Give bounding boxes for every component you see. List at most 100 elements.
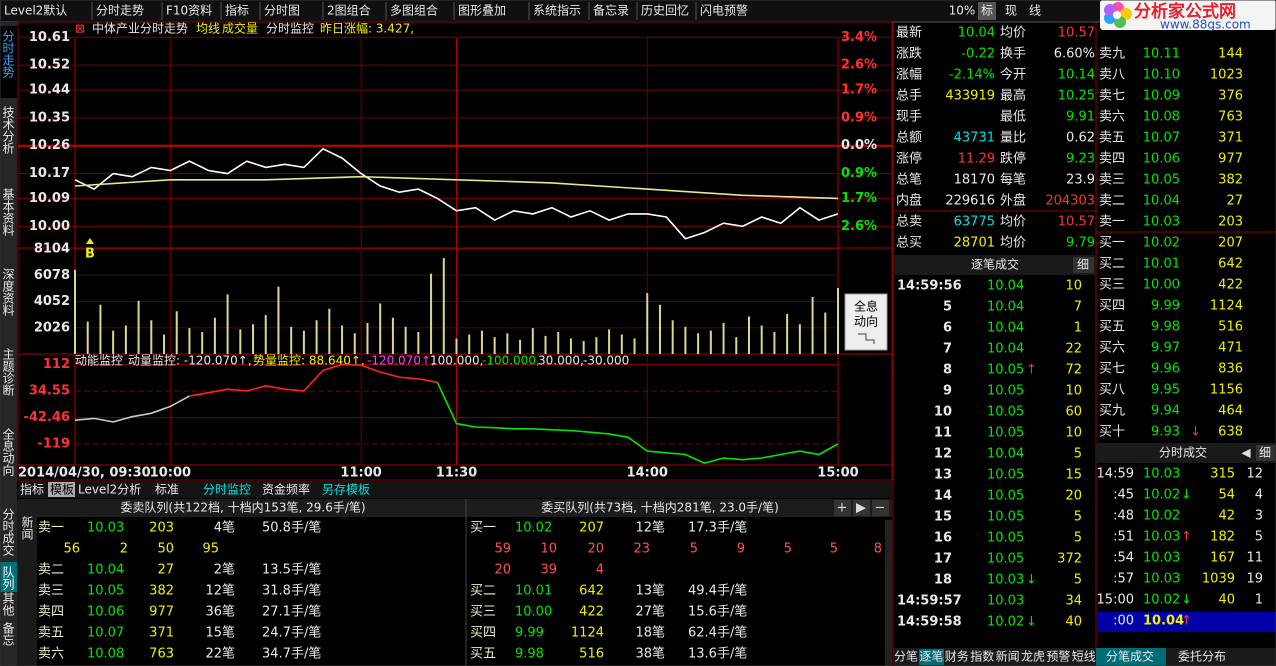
tick-time: 9 [943, 384, 952, 399]
close-icon: ⊠ [75, 22, 85, 36]
toolbar-tab[interactable]: Level2默认 [4, 3, 67, 18]
book-label: 卖四 [1099, 152, 1125, 167]
detail-button[interactable] [1256, 445, 1275, 461]
side-tab[interactable]: 深度资料 [1, 268, 15, 316]
toolbar-tab[interactable]: 闪电预警 [700, 3, 748, 18]
button-label[interactable]: 动向 [854, 314, 878, 329]
side-tab[interactable]: 其他 [1, 592, 15, 616]
book-volume: 1156 [1210, 383, 1243, 398]
quote-value: 229616 [945, 194, 995, 209]
detail-label[interactable]: 细 [1259, 446, 1271, 460]
side-tab[interactable]: 分时走势 [1, 30, 15, 78]
toolbar-tab[interactable]: 系统指示 [533, 3, 581, 18]
volume-bar [531, 328, 534, 354]
indicator-header: 动能监控 [75, 354, 123, 368]
queue-title: 委买队列(共73档, 十档内281笔, 23.0手/笔) [541, 500, 779, 515]
view-tab[interactable]: 标 [981, 4, 993, 18]
book-volume: 422 [1218, 278, 1243, 293]
toolbar-tab[interactable]: 2图组合 [327, 3, 371, 18]
toolbar-tab[interactable]: 历史回忆 [641, 4, 689, 18]
toolbar-tab[interactable]: 分时走势 [96, 4, 144, 18]
tick-volume: 7 [1074, 300, 1082, 315]
bottom-tab[interactable]: 分笔 [894, 649, 918, 664]
side-tab[interactable]: 基本资料 [1, 188, 15, 236]
tab-active [978, 2, 996, 20]
quote-value: 6.60% [1054, 47, 1095, 62]
book-label: 买八 [1099, 383, 1125, 398]
minus-icon: − [875, 501, 886, 516]
view-tab[interactable]: 现 [1005, 4, 1017, 18]
view-tab[interactable]: 线 [1029, 4, 1041, 18]
news-tab[interactable]: 新闻 [20, 515, 34, 540]
book-price: 10.03 [1143, 215, 1180, 230]
volume-bar [99, 304, 102, 354]
toolbar-tab[interactable]: 备忘录 [593, 3, 629, 18]
tick-volume: 10 [1065, 384, 1082, 399]
chart-tab-bar [18, 481, 892, 498]
bottom-tab[interactable]: 逐笔 [919, 649, 943, 664]
book-price: 9.95 [1151, 383, 1180, 398]
detail-button[interactable] [1073, 257, 1094, 273]
book-price: 9.96 [1151, 362, 1180, 377]
minute-time: :00 [1113, 614, 1134, 629]
side-tab[interactable]: 队列 [1, 565, 15, 590]
chart-tab[interactable]: 资金频率 [262, 482, 310, 497]
chart-tab[interactable]: 指标 [20, 482, 44, 497]
toolbar-tab[interactable]: 指标 [225, 3, 249, 18]
queue-price: 9.98 [515, 647, 544, 662]
toolbar-tab[interactable]: 图形叠加 [458, 4, 506, 18]
book-volume: 1023 [1210, 68, 1243, 83]
tick-volume: 72 [1065, 363, 1082, 378]
chart-tab[interactable]: 另存模板 [322, 483, 370, 497]
toolbar-tab[interactable]: 多图组合 [390, 3, 438, 18]
toolbar-tab[interactable]: F10资料 [166, 4, 212, 18]
bottom-tab[interactable]: 指数 [970, 649, 994, 664]
side-tab[interactable]: 全息动向 [1, 427, 15, 476]
minute-price: 10.02 [1143, 509, 1180, 524]
bottom-tab[interactable]: 预警 [1046, 649, 1070, 664]
volume-bar [646, 293, 649, 354]
chart-tab[interactable]: Level2分析 [78, 483, 141, 497]
quote-label: 均价 [1000, 215, 1026, 230]
chart-tab[interactable]: 标准 [155, 483, 179, 497]
full-info-button[interactable] [844, 293, 888, 351]
bottom-tab[interactable]: 短线 [1072, 650, 1096, 664]
minute-time: :48 [1113, 509, 1134, 524]
side-tab[interactable]: 分时成交 [1, 508, 15, 557]
bottom-tab[interactable]: 分笔成交 [1106, 649, 1154, 664]
volume-bar [315, 320, 318, 354]
detail-label[interactable]: 细 [1077, 258, 1089, 272]
bottom-tab[interactable]: 财务 [945, 649, 969, 664]
bottom-tab[interactable]: 龙虎 [1021, 650, 1045, 664]
book-volume: 516 [1218, 320, 1243, 335]
chart-tab[interactable]: 模板 [50, 483, 74, 497]
chart-title: 中体产业分时走势 [92, 21, 188, 36]
side-tab[interactable]: 备忘 [1, 622, 15, 646]
minute-price: 10.02 [1143, 488, 1180, 503]
quote-label: 涨停 [896, 151, 922, 167]
side-tab[interactable]: 技术分析 [1, 106, 15, 155]
queue-detail: 50 [157, 542, 174, 557]
chart-tab[interactable]: 分时监控 [203, 483, 251, 497]
queue-button[interactable] [853, 500, 870, 516]
queue-volume: 642 [579, 584, 604, 599]
queue-button[interactable] [872, 500, 889, 516]
quote-label: 量比 [1000, 131, 1026, 146]
tick-price: 10.05 [987, 489, 1024, 504]
bottom-tab[interactable]: 新闻 [996, 649, 1020, 664]
queue-button[interactable] [834, 500, 851, 516]
volume-bar [709, 330, 712, 354]
toolbar-tab[interactable]: 分时图 [264, 4, 300, 18]
minute-volume: 182 [1210, 530, 1235, 545]
bottom-tab[interactable]: 委托分布 [1178, 650, 1226, 664]
view-tab[interactable]: 10% [949, 4, 976, 18]
x-tick-label: 15:00 [817, 466, 858, 481]
queue-price: 9.99 [515, 626, 544, 641]
book-price: 9.93 [1151, 425, 1180, 440]
button-label[interactable]: 全息 [854, 299, 878, 314]
book-label: 买五 [1099, 320, 1125, 335]
queue-price: 10.06 [87, 605, 124, 620]
side-tab[interactable]: 主题诊断 [1, 348, 15, 397]
quote-label: 总笔 [896, 172, 922, 188]
minute-arrow: ↓ [1181, 488, 1192, 503]
